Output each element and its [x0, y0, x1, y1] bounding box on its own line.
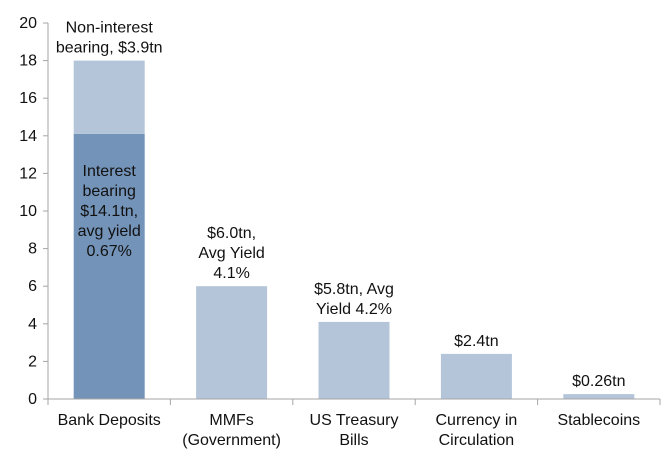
- y-tick-label: 6: [28, 278, 37, 295]
- data-label: Non-interest: [66, 20, 154, 37]
- y-tick-label: 4: [28, 316, 37, 333]
- bar-other: [196, 286, 268, 399]
- data-label: $5.8tn, Avg: [314, 281, 394, 298]
- data-label: bearing, $3.9tn: [56, 40, 163, 57]
- data-label: $0.26tn: [572, 373, 625, 390]
- data-label: $14.1tn,: [80, 203, 138, 220]
- y-tick-label: 10: [19, 203, 37, 220]
- data-label: avg yield: [78, 223, 141, 240]
- y-axis: 0 2 4 6 8 10 12 14 16 18 20: [19, 15, 49, 408]
- data-label: $2.4tn: [454, 333, 498, 350]
- y-tick-label: 14: [19, 128, 37, 145]
- data-label: Interest: [83, 163, 137, 180]
- bar-interest_bearing: [73, 133, 145, 400]
- bar-other: [318, 321, 390, 399]
- data-label: $6.0tn,: [207, 225, 256, 242]
- data-labels: Non-interest bearing, $3.9tn Interest beari…: [56, 20, 626, 391]
- y-tick-label: 16: [19, 90, 37, 107]
- x-tick-label: (Government): [182, 432, 281, 449]
- data-label: 4.1%: [213, 265, 249, 282]
- bar-other: [440, 353, 512, 399]
- data-label: Yield 4.2%: [316, 301, 392, 318]
- x-tick-label: Bank Deposits: [58, 412, 161, 429]
- data-label: bearing: [83, 183, 136, 200]
- y-tick-label: 18: [19, 53, 37, 70]
- bars: [73, 60, 635, 400]
- y-tick-label: 2: [28, 353, 37, 370]
- y-tick-label: 12: [19, 165, 37, 182]
- data-label: Avg Yield: [198, 245, 264, 262]
- x-tick-label: US Treasury: [310, 412, 399, 429]
- x-tick-label: Stablecoins: [557, 412, 640, 429]
- y-tick-label: 8: [28, 241, 37, 258]
- x-tick-label: Circulation: [439, 432, 515, 449]
- bar-other: [73, 60, 145, 134]
- x-axis: Bank Deposits MMFs (Government) US Treasury…: [47, 398, 661, 449]
- data-label: 0.67%: [87, 243, 132, 260]
- y-tick-label: 20: [19, 15, 37, 32]
- y-tick-label: 0: [28, 391, 37, 408]
- bar-other: [563, 394, 635, 399]
- x-tick-label: Currency in: [435, 412, 517, 429]
- x-tick-label: Bills: [339, 432, 368, 449]
- x-tick-label: MMFs: [209, 412, 253, 429]
